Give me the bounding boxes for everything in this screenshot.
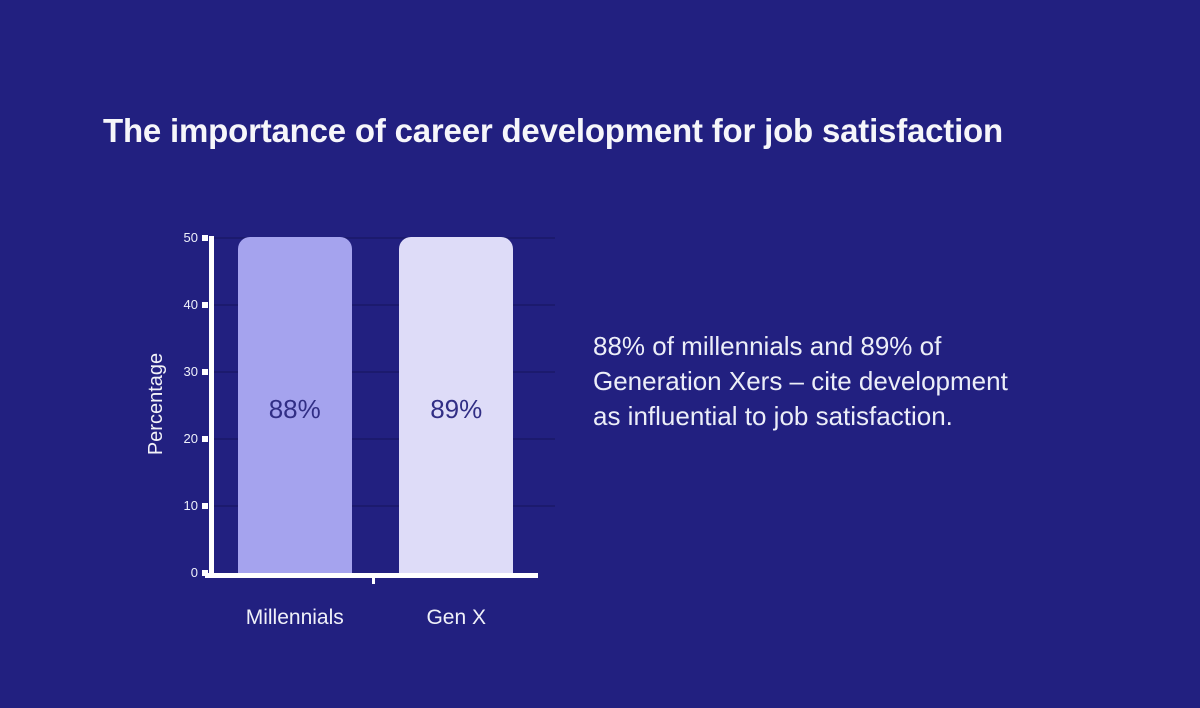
x-axis-line	[205, 573, 538, 578]
y-axis-line	[209, 236, 214, 577]
y-tick-label-10: 10	[183, 498, 198, 513]
caption-text: 88% of millennials and 89% of Generation…	[593, 331, 1008, 431]
bar-gen-x: 89%	[399, 237, 514, 573]
y-axis-label: Percentage	[145, 352, 167, 456]
bar-value-label-gen-x: 89%	[430, 394, 483, 424]
x-axis-tick-mark	[372, 577, 375, 584]
y-tick-mark-20	[202, 436, 208, 442]
y-tick-label-20: 20	[183, 431, 198, 446]
page-title: The importance of career development for…	[103, 112, 1003, 149]
y-tick-mark-30	[202, 369, 208, 375]
x-category-label-millennials: Millennials	[245, 606, 344, 629]
y-tick-mark-50	[202, 235, 208, 241]
bar-millennials: 88%	[237, 237, 352, 573]
gridline-20	[214, 438, 555, 440]
bar-value-label-millennials: 88%	[268, 394, 321, 424]
gridline-50	[214, 237, 555, 239]
gridline-30	[214, 371, 555, 373]
y-tick-label-30: 30	[183, 364, 198, 379]
y-tick-label-0: 0	[190, 565, 198, 580]
gridline-40	[214, 304, 555, 306]
y-tick-mark-0	[202, 570, 208, 576]
gridline-10	[214, 505, 555, 507]
y-tick-mark-40	[202, 302, 208, 308]
y-tick-label-40: 40	[183, 297, 198, 312]
x-category-label-gen-x: Gen X	[426, 606, 487, 629]
y-tick-label-50: 50	[183, 230, 198, 245]
y-tick-mark-10	[202, 503, 208, 509]
